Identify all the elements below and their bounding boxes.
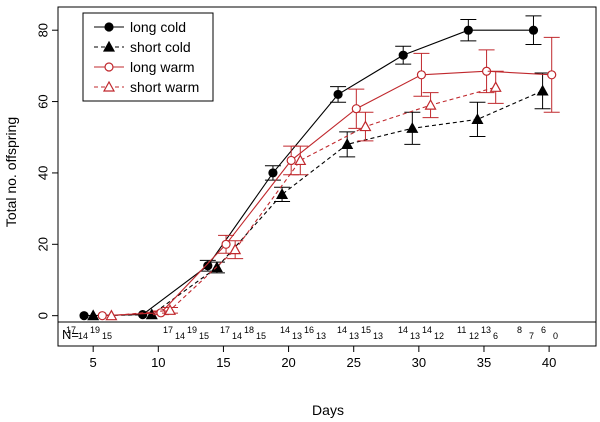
- y-axis-label: Total no. offspring: [3, 117, 19, 227]
- legend-label: short cold: [130, 39, 191, 55]
- data-point: [416, 70, 427, 80]
- data-point: [547, 70, 557, 80]
- n-value: 15: [102, 331, 112, 341]
- x-tick-label: 25: [346, 355, 360, 370]
- n-value: 14: [232, 331, 242, 341]
- n-value: 8: [517, 325, 522, 335]
- n-value: 17: [220, 325, 230, 335]
- data-point: [398, 50, 408, 60]
- series-long-warm: [97, 36, 560, 321]
- legend-label: long warm: [130, 59, 195, 75]
- data-point: [203, 261, 213, 271]
- x-tick-label: 40: [542, 355, 556, 370]
- n-value: 16: [304, 325, 314, 335]
- n-value: 19: [90, 325, 100, 335]
- n-value: 13: [481, 325, 491, 335]
- data-point: [97, 311, 107, 321]
- data-point: [164, 304, 177, 315]
- data-point: [424, 98, 437, 110]
- n-value: 13: [349, 331, 359, 341]
- n-value: 13: [410, 331, 420, 341]
- data-point: [294, 154, 307, 166]
- n-value: 15: [199, 331, 209, 341]
- n-value: 6: [493, 331, 498, 341]
- data-point: [276, 188, 289, 199]
- series-line: [102, 70, 552, 317]
- data-point: [333, 89, 343, 100]
- n-value: 15: [256, 331, 266, 341]
- n-value: 14: [422, 325, 432, 335]
- y-axis: 0 20 40 60 80: [35, 23, 58, 319]
- series-long-cold: [79, 15, 542, 321]
- y-tick-label: 0: [35, 312, 50, 319]
- data-point: [221, 239, 231, 249]
- data-point: [87, 309, 100, 321]
- series-line: [93, 90, 543, 317]
- n-value: 12: [469, 331, 479, 341]
- n-value: 14: [175, 331, 185, 341]
- data-point: [102, 80, 116, 92]
- data-point: [351, 104, 361, 114]
- n-value: 19: [187, 325, 197, 335]
- n-value: 13: [292, 331, 302, 341]
- series-short-warm: [105, 70, 504, 321]
- x-tick-label: 5: [90, 355, 97, 370]
- n-value: 14: [337, 325, 347, 335]
- data-point: [268, 168, 278, 178]
- series-line: [111, 86, 496, 317]
- x-axis-label: Days: [312, 402, 344, 418]
- n-value: 15: [361, 325, 371, 335]
- series-layer: [79, 15, 560, 321]
- legend-label: long cold: [130, 19, 186, 35]
- n-value: 14: [78, 331, 88, 341]
- n-value: 7: [529, 331, 534, 341]
- data-point: [463, 25, 473, 35]
- x-tick-label: 10: [151, 355, 165, 370]
- legend: long cold short cold long warm short warm: [82, 12, 214, 102]
- y-tick-label: 80: [35, 23, 50, 37]
- n-value: 14: [280, 325, 290, 335]
- data-point: [104, 22, 114, 32]
- data-point: [105, 309, 118, 321]
- data-point: [359, 120, 372, 132]
- series-line: [84, 29, 534, 317]
- data-point: [79, 311, 89, 321]
- n-prefix: N=: [62, 327, 79, 342]
- y-tick-label: 40: [35, 166, 50, 180]
- data-point: [229, 243, 242, 255]
- n-value: 17: [163, 325, 173, 335]
- y-tick-label: 20: [35, 237, 50, 251]
- x-tick-label: 15: [216, 355, 230, 370]
- plot-frame: [57, 6, 597, 347]
- data-point: [406, 122, 419, 133]
- data-point: [489, 81, 502, 92]
- n-value: 0: [553, 331, 558, 341]
- series-short-cold: [87, 72, 551, 321]
- data-point: [471, 113, 484, 125]
- sample-size-row: N=17 17 17 14 14 14 11 814 14 14 13 13 13 12 719 19 18 16…: [62, 325, 558, 342]
- x-axis: 5 10 15 20 25 30 35 40: [90, 346, 556, 370]
- x-tick-label: 30: [412, 355, 426, 370]
- y-tick-label: 60: [35, 94, 50, 108]
- x-tick-label: 35: [477, 355, 491, 370]
- data-point: [341, 138, 354, 149]
- n-value: 14: [398, 325, 408, 335]
- data-point: [286, 155, 296, 166]
- n-value: 13: [316, 331, 326, 341]
- n-value: 11: [457, 325, 466, 335]
- data-point: [536, 84, 549, 96]
- legend-label: short warm: [130, 79, 199, 95]
- data-point: [104, 62, 114, 72]
- n-value: 13: [373, 331, 383, 341]
- data-point: [528, 25, 539, 35]
- n-value: 17: [66, 325, 76, 335]
- n-value: 6: [541, 325, 546, 335]
- data-point: [102, 40, 116, 52]
- n-value: 18: [244, 325, 254, 335]
- n-value: 12: [434, 331, 444, 341]
- x-tick-label: 20: [281, 355, 295, 370]
